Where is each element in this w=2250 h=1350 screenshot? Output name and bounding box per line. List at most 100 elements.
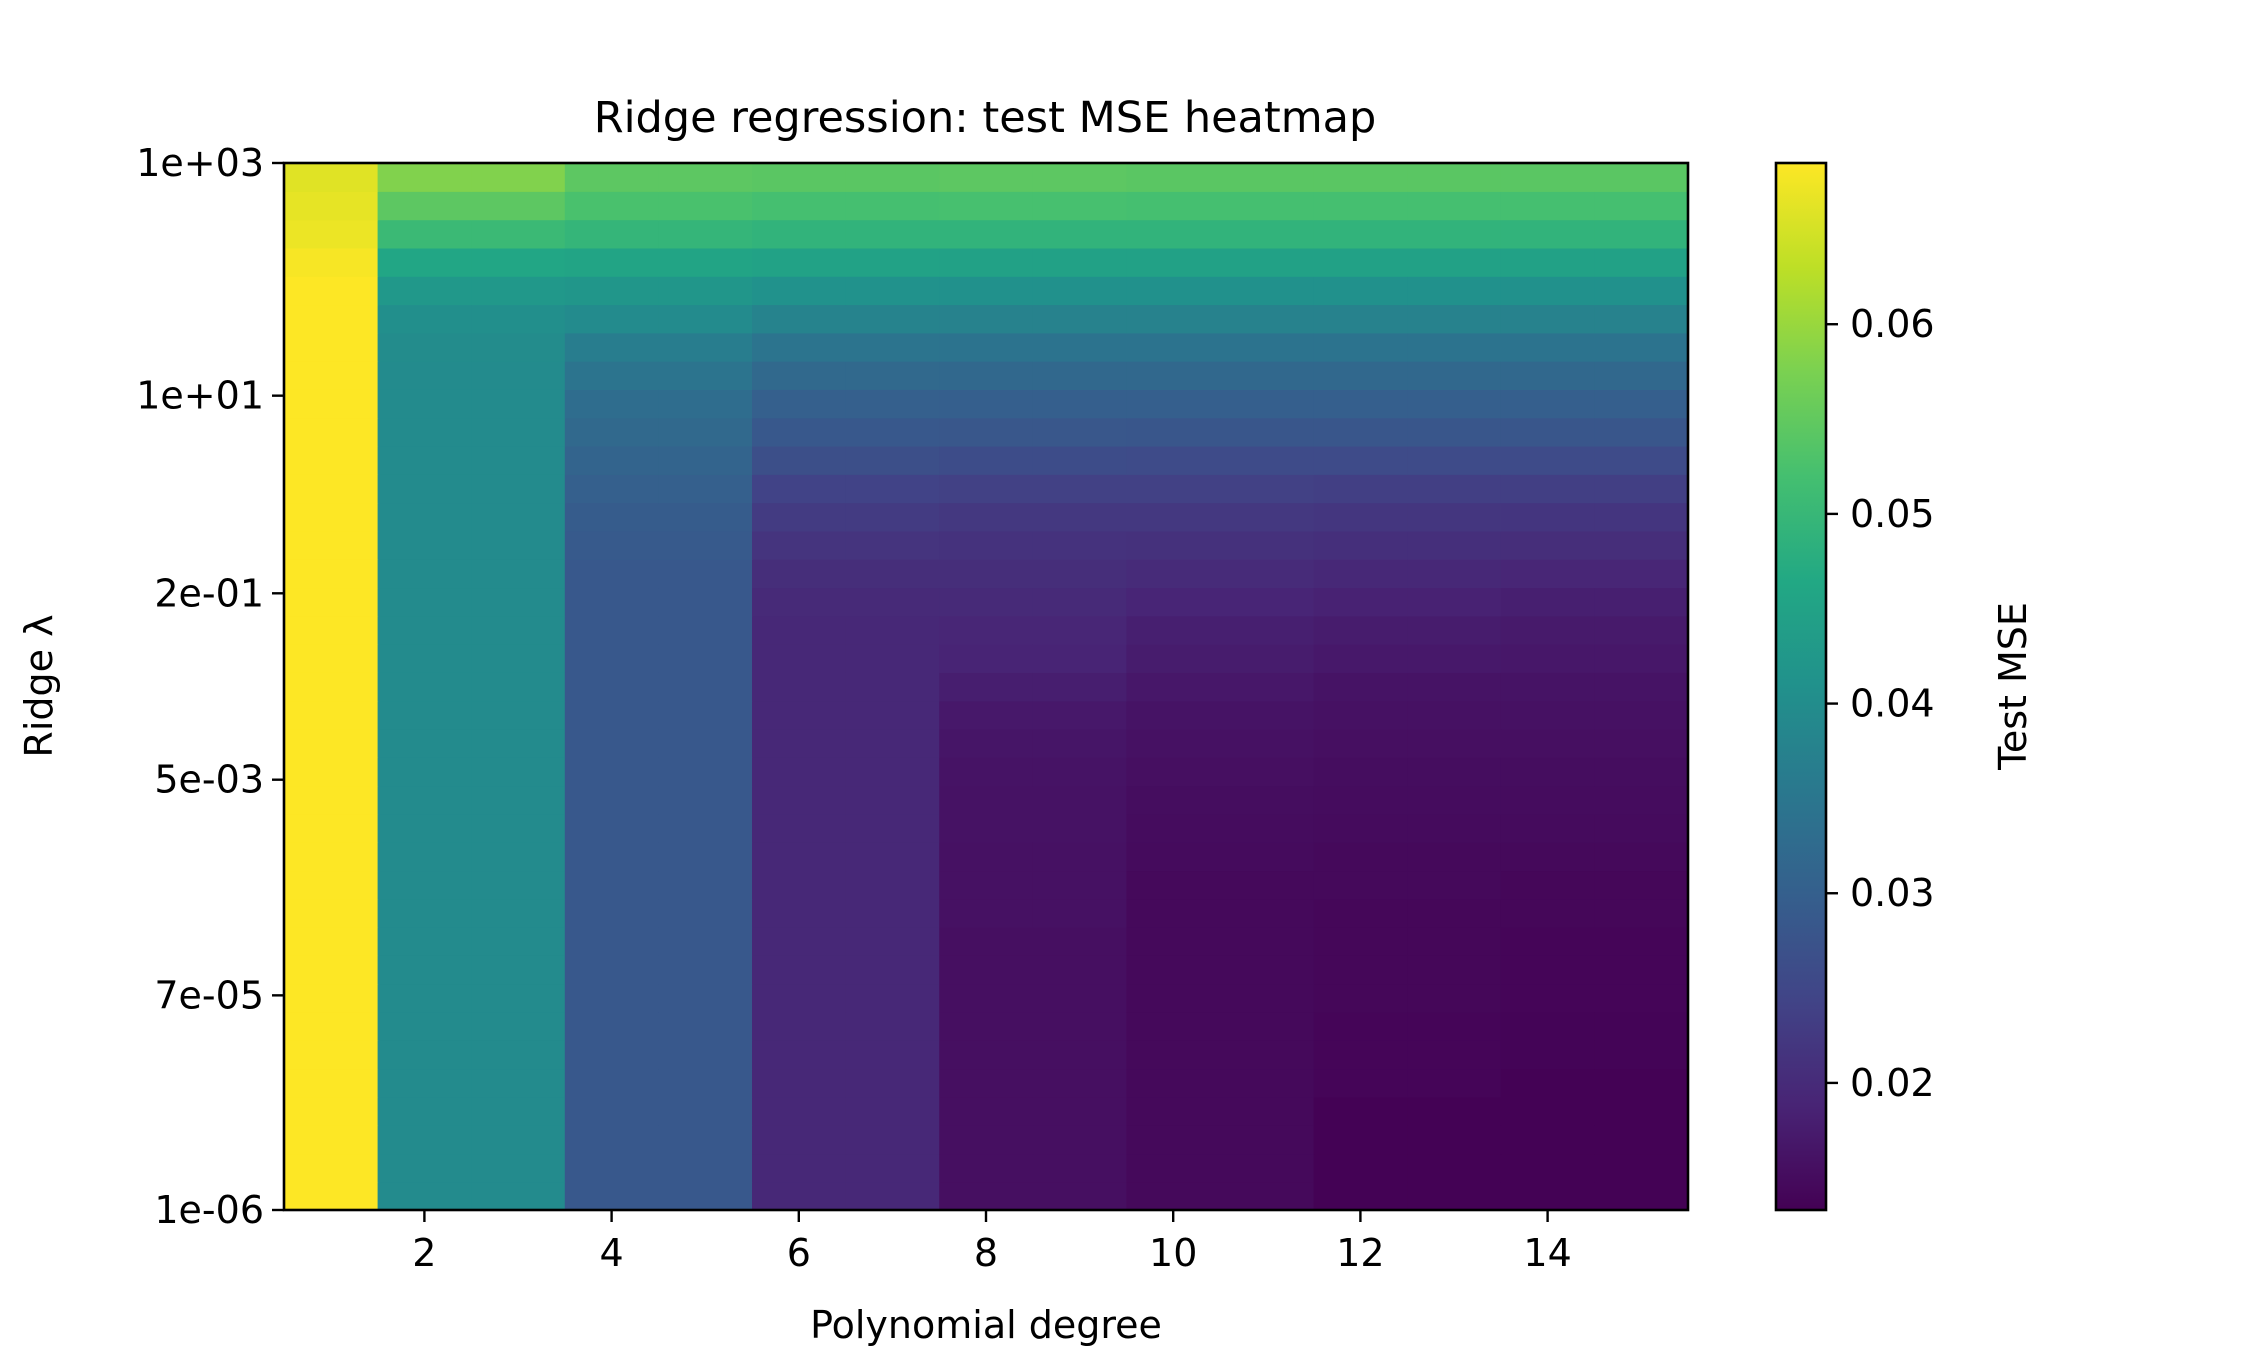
heatmap-cell <box>1220 474 1315 504</box>
x-tick-label: 14 <box>1523 1231 1571 1275</box>
heatmap-cell <box>1220 587 1315 617</box>
heatmap-cell <box>752 672 847 702</box>
heatmap-cell <box>284 785 379 815</box>
heatmap-cell <box>471 389 566 419</box>
heatmap-cell <box>1032 219 1127 249</box>
heatmap-cell <box>471 813 566 843</box>
heatmap-cell <box>564 445 659 475</box>
heatmap-cell <box>1594 559 1689 589</box>
heatmap-cell <box>845 785 940 815</box>
heatmap-cell <box>1407 332 1502 362</box>
heatmap-cell <box>1500 728 1595 758</box>
heatmap-cell <box>1126 1153 1221 1183</box>
heatmap-cell <box>1032 1125 1127 1155</box>
heatmap-cell <box>1313 1181 1408 1211</box>
heatmap-cell <box>564 813 659 843</box>
heatmap-cell <box>1594 417 1689 447</box>
heatmap-cell <box>377 191 472 221</box>
heatmap-cell <box>1500 672 1595 702</box>
heatmap-cell <box>1500 163 1595 192</box>
heatmap-cell <box>1126 1068 1221 1098</box>
heatmap-cell <box>658 163 753 192</box>
heatmap-cell <box>1500 361 1595 390</box>
heatmap-cell <box>1594 672 1689 702</box>
y-axis: 1e-06 7e-05 5e-03 2e-01 1e+01 1e+03 <box>136 141 284 1232</box>
heatmap-cell <box>1594 927 1689 956</box>
x-axis: 2 4 6 8 10 12 14 <box>412 1210 1572 1275</box>
heatmap-cell <box>658 304 753 334</box>
heatmap-cell <box>377 276 472 306</box>
heatmap-cell <box>284 587 379 617</box>
heatmap-cell <box>1313 785 1408 815</box>
heatmap-cell <box>564 530 659 560</box>
heatmap-cell <box>1032 247 1127 277</box>
heatmap-cell <box>752 615 847 645</box>
heatmap-cell <box>471 615 566 645</box>
heatmap-cell <box>471 644 566 673</box>
heatmap-cell <box>752 559 847 589</box>
heatmap-cell <box>1126 304 1221 334</box>
heatmap-cell <box>1313 1040 1408 1070</box>
heatmap-cell <box>1126 332 1221 362</box>
heatmap-cell <box>1313 1096 1408 1126</box>
heatmap-cell <box>1313 474 1408 504</box>
heatmap-cell <box>284 502 379 532</box>
heatmap-cell <box>1220 644 1315 673</box>
heatmap-cell <box>658 530 753 560</box>
heatmap-cell <box>752 1068 847 1098</box>
heatmap-cell <box>1407 672 1502 702</box>
heatmap-cell <box>845 672 940 702</box>
colorbar <box>1774 161 1828 1212</box>
heatmap-cell <box>1126 219 1221 249</box>
heatmap-cell <box>284 417 379 447</box>
heatmap-cell <box>1126 644 1221 673</box>
heatmap-cell <box>1313 587 1408 617</box>
heatmap-cell <box>1407 1068 1502 1098</box>
heatmap-cell <box>471 276 566 306</box>
heatmap-cell <box>1500 1011 1595 1041</box>
heatmap-cell <box>939 1153 1034 1183</box>
heatmap-cell <box>1220 530 1315 560</box>
heatmap-cell <box>752 700 847 730</box>
heatmap-cell <box>564 870 659 900</box>
heatmap-cell <box>1594 163 1689 192</box>
heatmap-cell <box>658 870 753 900</box>
heatmap-cell <box>658 361 753 390</box>
heatmap-cell <box>564 361 659 390</box>
heatmap-cell <box>1032 983 1127 1013</box>
colorbar-tick-label: 0.06 <box>1850 302 1935 346</box>
heatmap-cell <box>1313 927 1408 956</box>
heatmap-cell <box>845 219 940 249</box>
heatmap-cell <box>284 842 379 872</box>
heatmap-cell <box>1594 955 1689 985</box>
heatmap-cell <box>377 1181 472 1211</box>
heatmap-cell <box>1407 927 1502 956</box>
heatmap-cell <box>471 728 566 758</box>
heatmap-cell <box>939 417 1034 447</box>
heatmap-cell <box>939 247 1034 277</box>
heatmap-cell <box>377 530 472 560</box>
heatmap-cell <box>377 219 472 249</box>
heatmap-cell <box>471 587 566 617</box>
heatmap-cell <box>1594 1011 1689 1041</box>
heatmap-cell <box>658 644 753 673</box>
heatmap-cell <box>1407 247 1502 277</box>
heatmap-cell <box>658 1068 753 1098</box>
heatmap-cell <box>939 445 1034 475</box>
heatmap-cell <box>377 332 472 362</box>
heatmap-cell <box>1032 389 1127 419</box>
heatmap-cell <box>752 1040 847 1070</box>
heatmap-cell <box>1594 304 1689 334</box>
heatmap-cell <box>377 1153 472 1183</box>
heatmap-cell <box>377 615 472 645</box>
y-tick-label: 1e+03 <box>136 141 264 185</box>
heatmap-cell <box>377 1011 472 1041</box>
heatmap-cell <box>1594 644 1689 673</box>
x-tick-label: 4 <box>600 1231 624 1275</box>
heatmap-cell <box>1126 615 1221 645</box>
heatmap-cell <box>1126 1125 1221 1155</box>
heatmap-cell <box>564 955 659 985</box>
heatmap-cell <box>1594 813 1689 843</box>
heatmap-cell <box>471 983 566 1013</box>
